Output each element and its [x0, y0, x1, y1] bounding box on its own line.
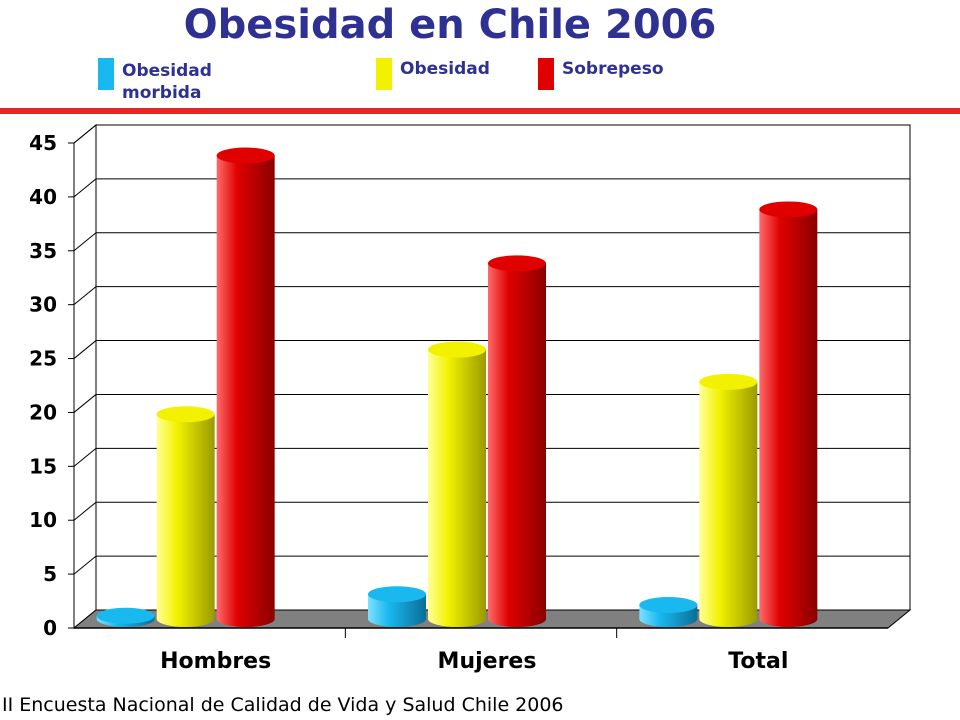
gridline-side — [73, 178, 97, 198]
bar-body — [216, 155, 275, 627]
y-tick-label: 15 — [29, 454, 57, 478]
bar — [156, 406, 215, 627]
gridline-side — [73, 501, 97, 521]
bar-cap — [699, 373, 758, 390]
legend-label-obesidad: Obesidad — [400, 59, 490, 79]
bar — [368, 586, 426, 627]
source-note: II Encuesta Nacional de Calidad de Vida … — [2, 694, 564, 716]
y-tick-label: 0 — [43, 616, 57, 640]
bar — [428, 341, 486, 627]
y-tick-label: 35 — [29, 239, 57, 263]
bar-layer — [96, 147, 818, 627]
label-layer: 0 5 10 15 20 25 30 35 40 45 Hombres Mujeres Total — [29, 131, 788, 674]
gridline-side — [73, 124, 97, 144]
y-tick-label: 10 — [29, 508, 57, 532]
bar — [699, 373, 758, 627]
y-tick-label: 40 — [29, 185, 57, 209]
bar-body — [368, 594, 426, 627]
bar — [96, 607, 155, 627]
bar — [759, 201, 818, 627]
bar-body — [759, 209, 818, 627]
x-category-label: Hombres — [160, 649, 271, 674]
x-category-label: Mujeres — [438, 649, 537, 674]
bar — [488, 255, 546, 627]
gridline-side — [73, 555, 97, 575]
gridline-side — [73, 340, 97, 359]
legend-label-sobrepeso: Sobrepeso — [562, 59, 664, 79]
x-category-label: Total — [728, 649, 788, 674]
chart-side-wall — [73, 123, 97, 630]
bar-cap — [759, 201, 818, 218]
accent-divider-line — [0, 108, 960, 114]
bar-cap — [368, 586, 426, 603]
gridline-side — [73, 394, 97, 413]
gridline-side — [73, 447, 97, 467]
bar-cap — [156, 406, 215, 423]
y-tick-label: 5 — [43, 562, 57, 586]
legend-label-line2: morbida — [122, 83, 202, 103]
bar — [216, 147, 275, 627]
legend-swatch-red — [538, 58, 554, 90]
bar-cap — [488, 255, 546, 272]
bar-cap — [216, 147, 275, 164]
bar-cap — [428, 341, 486, 358]
bar — [639, 596, 698, 627]
y-tick-label: 30 — [29, 293, 57, 317]
bar-body — [428, 349, 486, 627]
gridline-side — [73, 286, 97, 306]
bar-body — [156, 414, 215, 627]
y-tick-label: 25 — [29, 347, 57, 371]
bar-body — [699, 381, 758, 627]
bar-cap — [639, 596, 698, 613]
legend-swatch-cyan — [98, 58, 114, 90]
chart-title: Obesidad en Chile 2006 — [183, 2, 717, 48]
legend-label-obesidad-morbida: Obesidad morbida — [122, 60, 212, 104]
gridline-side — [73, 232, 97, 252]
y-tick-label: 20 — [29, 400, 57, 424]
y-tick-label: 45 — [29, 131, 57, 155]
bar-body — [488, 263, 546, 627]
legend-label-line1: Obesidad — [122, 61, 212, 81]
legend-swatch-yellow — [376, 58, 392, 90]
bar-cap — [96, 607, 155, 624]
